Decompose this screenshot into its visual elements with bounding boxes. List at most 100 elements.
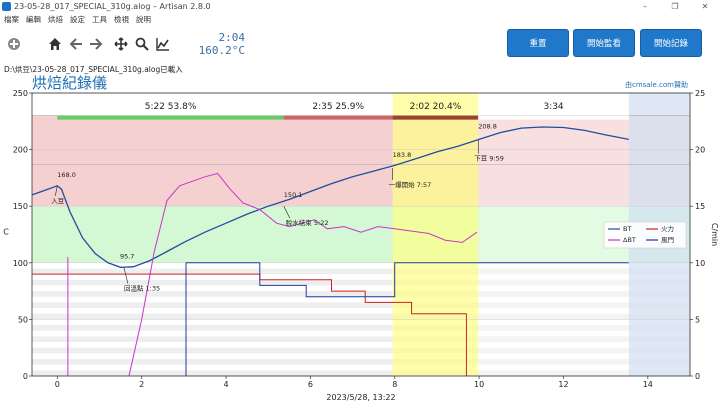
y-tick-label-left: 100 [13,259,28,268]
x-tick-label: 0 [55,380,60,389]
phase-bar: 5:22 53.8% 2:35 25.9% 2:02 20.4% 3:34 [57,102,629,120]
annotation-value: 183.8 [393,151,412,159]
phase-segment [283,115,393,120]
status-message: D:\烘豆\23-05-28_017_SPECIAL_310g.alog已載入 [4,65,183,74]
annotation-leader [283,205,291,219]
reset-button[interactable]: 重置 [507,29,569,57]
sponsor-credit[interactable]: 由cmsale.com贊助 [624,81,688,89]
app-icon [2,2,11,11]
y-tick-label-left: 50 [18,315,28,324]
band-dry [32,206,690,263]
band-top [32,93,690,116]
band-stripe [32,268,690,275]
zoom-icon[interactable] [134,36,150,52]
band-stripe [32,370,690,376]
series-BT [31,126,629,268]
lcd-temp-readout: 160.2°C [198,44,245,57]
home-icon[interactable] [47,36,63,52]
band-stripe [32,279,690,286]
y-tick-label-left: 200 [13,146,28,155]
start-record-button[interactable]: 開始記錄 [640,29,702,57]
window-title: 23-05-28_017_SPECIAL_310g.alog – Artisan… [14,2,211,11]
annotation-value: 168.0 [57,171,76,179]
annotation-leader [123,267,129,284]
menu-config[interactable]: 設定 [70,14,85,24]
phase-segment [57,115,284,120]
menu-file[interactable]: 檔案 [4,14,19,24]
x-axis-label: 2023/5/28, 13:22 [326,393,395,402]
plot-title: 烘焙紀錄儀 [32,74,108,92]
phase-segment [478,115,629,120]
phase-label: 2:02 20.4% [410,102,462,112]
chart-icon[interactable] [155,36,171,52]
series-ΔBT [128,172,478,377]
x-tick-label: 2 [139,380,144,389]
band-stripe [32,291,690,297]
x-tick-label: 10 [474,380,484,389]
axis-ticks: 0 2 4 6 8 10 12 14 0 50 100 150 200 250 0 5 10 15 20 25 [13,89,705,389]
move-icon[interactable] [113,36,129,52]
lcd-time-readout: 2:04 [218,31,246,44]
annotation-label: 一爆開始 7:57 [389,180,432,189]
phase-label: 3:34 [543,102,563,112]
y-tick-label-left: 0 [23,372,28,381]
y-tick-label-left: 250 [13,89,28,98]
phase-label: 2:35 25.9% [312,102,364,112]
x-tick-label: 14 [643,380,653,389]
y-tick-label-right: 5 [695,315,700,324]
y-axis-label-left: C [3,228,9,237]
y-tick-label-left: 150 [13,202,28,211]
menu-tools[interactable]: 工具 [92,14,107,24]
legend-label: BT [623,225,631,233]
phase-label: 5:22 53.8% [145,102,197,112]
plot-frame [31,92,691,377]
x-tick-label: 12 [558,380,568,389]
series-layer [31,126,629,377]
annotation-label: 回溫點 1:35 [124,284,160,293]
y-tick-label-right: 20 [695,146,705,155]
band-stripe [32,313,690,320]
x-tick-label: 6 [308,380,313,389]
title-bar: 23-05-28_017_SPECIAL_310g.alog – Artisan… [0,0,720,13]
band-stripe [32,325,690,331]
toolbar: 2:04 160.2°C [0,26,720,62]
maximize-button[interactable]: ❐ [671,2,679,11]
band-stripe [32,302,690,309]
annotation-value: 208.8 [478,123,497,131]
phase-segment [392,115,479,120]
menu-help[interactable]: 說明 [136,14,151,24]
x-tick-label: 4 [223,380,228,389]
temperature-bands [32,93,690,376]
annotation-label: 入豆 [51,197,65,205]
start-monitor-button[interactable]: 開始監看 [573,29,635,57]
plus-circle-icon[interactable] [6,36,22,52]
band-stripe [32,336,690,343]
series-風門 [185,262,629,376]
y-axis-label-right: C/min [710,223,719,246]
legend-label: 火力 [661,224,674,233]
shade-first-crack [392,93,479,376]
y-tick-label-right: 10 [695,259,705,268]
close-button[interactable]: ✕ [701,2,709,11]
legend-label: 風門 [661,236,674,244]
annotation-value: 150.1 [284,191,303,199]
legend-box [603,221,687,249]
band-stripe [32,347,690,354]
menu-edit[interactable]: 編輯 [26,14,41,24]
annotation-label: 下豆 9:59 [474,155,504,163]
menu-view[interactable]: 檢視 [114,14,129,24]
y-tick-label-right: 0 [695,372,700,381]
menu-roast[interactable]: 烘焙 [48,14,63,24]
y-tick-label-right: 15 [695,202,705,211]
y-tick-label-right: 25 [695,89,705,98]
minimize-button[interactable]: – [643,2,647,11]
annotation-label: 脫水結束 5:22 [286,218,329,227]
forward-arrow-icon[interactable] [88,36,104,52]
annotation-leader [55,185,58,196]
band-stripe [32,359,690,365]
annotation-layer: 168.0 入豆 95.7 回溫點 1:35 150.1 脫水結束 5:22 183.8 一爆… [51,123,504,293]
back-arrow-icon[interactable] [68,36,84,52]
roast-chart[interactable]: 5:22 53.8% 2:35 25.9% 2:02 20.4% 3:34 168.0… [0,84,720,405]
x-tick-label: 8 [392,380,397,389]
